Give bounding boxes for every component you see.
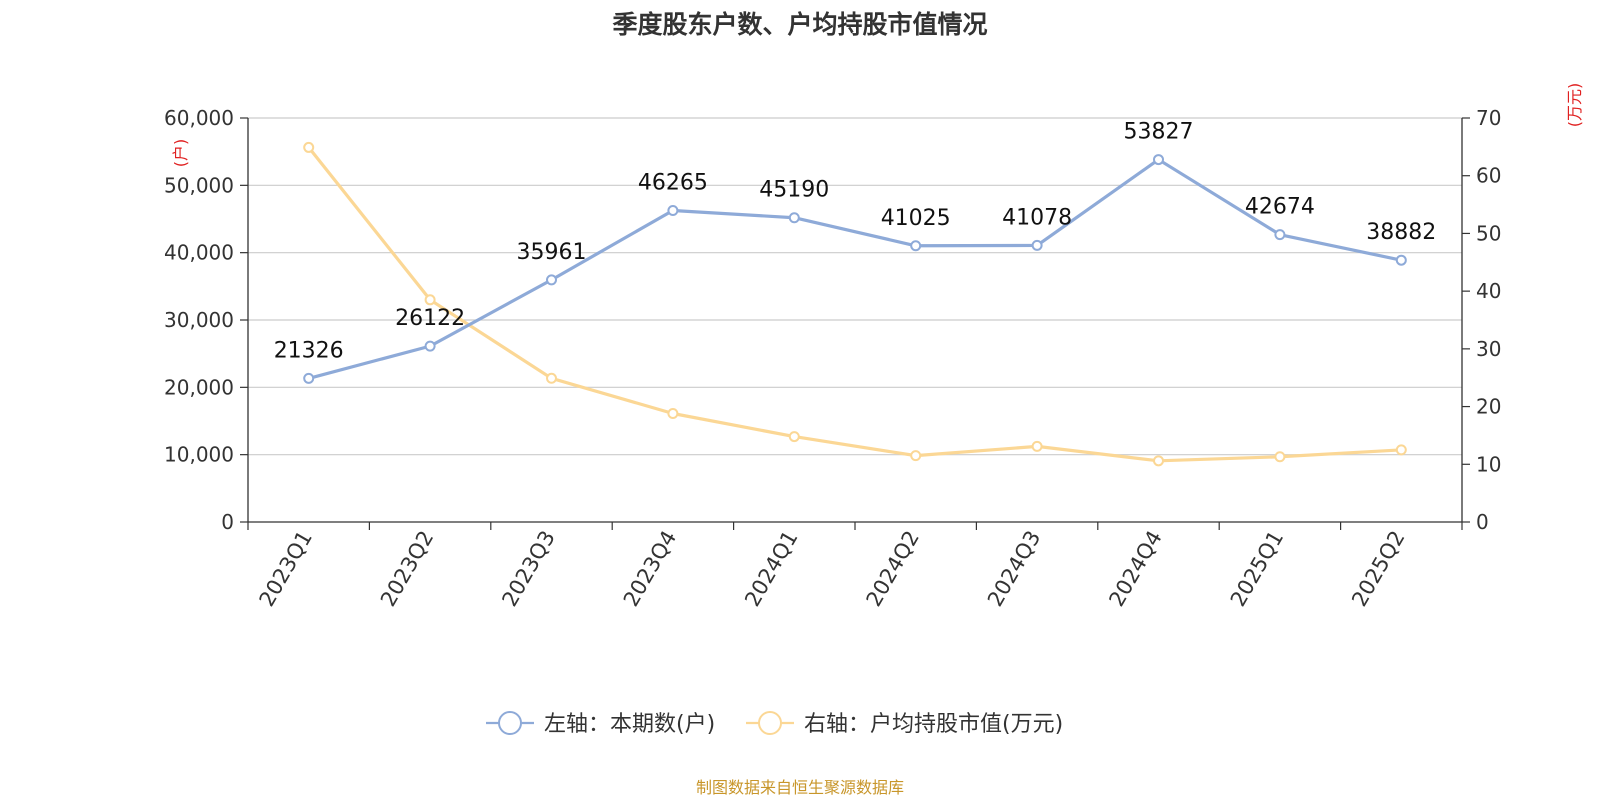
legend-marker-icon [758,711,782,735]
y-left-tick-label: 10,000 [164,443,234,467]
x-tick-label: 2024Q2 [862,527,924,611]
y-right-unit-label: (万元) [1565,83,1584,128]
y-left-tick-label: 30,000 [164,308,234,332]
y-right-tick-label: 70 [1476,106,1501,130]
data-point[interactable] [1395,444,1407,456]
y-left-tick-label: 40,000 [164,241,234,265]
data-point[interactable] [424,340,436,352]
data-point[interactable] [667,204,679,216]
chart-title: 季度股东户数、户均持股市值情况 [612,10,987,39]
data-label: 42674 [1245,195,1315,220]
legend-item[interactable]: 右轴：户均持股市值(万元) [746,711,1063,737]
y-right-tick-label: 0 [1476,510,1489,534]
y-left-unit-label: (户) [171,139,190,168]
data-point[interactable] [1031,239,1043,251]
x-tick-label: 2025Q2 [1347,527,1409,611]
data-label: 26122 [395,306,465,331]
x-tick-label: 2023Q1 [255,527,317,611]
data-point[interactable] [667,407,679,419]
data-point[interactable] [424,294,436,306]
y-right-tick-label: 40 [1476,279,1501,303]
data-label: 41025 [881,206,951,231]
x-tick-label: 2023Q2 [376,527,438,611]
x-tick-label: 2024Q4 [1104,527,1166,611]
y-right-tick-label: 10 [1476,452,1501,476]
legend-item[interactable]: 左轴：本期数(户) [486,711,715,737]
data-point[interactable] [1274,451,1286,463]
legend-label: 左轴：本期数(户) [544,712,715,737]
data-label: 53827 [1124,120,1194,145]
data-point[interactable] [303,372,315,384]
x-tick-label: 2024Q1 [740,527,802,611]
data-label: 21326 [274,338,344,363]
x-tick-label: 2023Q4 [619,527,681,611]
y-left-tick-label: 20,000 [164,375,234,399]
x-tick-label: 2023Q3 [497,527,559,611]
data-point[interactable] [1395,254,1407,266]
data-point[interactable] [1274,229,1286,241]
legend-label: 右轴：户均持股市值(万元) [804,712,1063,737]
data-point[interactable] [910,240,922,252]
y-right-tick-label: 20 [1476,395,1501,419]
legend-marker-icon [498,711,522,735]
y-right-tick-label: 50 [1476,221,1501,245]
x-tick-label: 2025Q1 [1226,527,1288,611]
data-point[interactable] [788,431,800,443]
series-left [303,154,1407,384]
series-line-left [308,157,1402,380]
y-right-tick-label: 30 [1476,337,1501,361]
data-point[interactable] [546,274,557,286]
source-note: 制图数据来自恒生聚源数据库 [696,778,904,797]
data-point[interactable] [546,372,557,384]
data-point[interactable] [303,141,315,153]
data-label: 46265 [638,170,708,195]
y-left-tick-label: 50,000 [164,173,234,197]
data-point[interactable] [1153,455,1164,467]
data-label: 38882 [1366,220,1436,245]
data-label: 41078 [1002,205,1072,230]
data-point[interactable] [788,212,800,224]
y-left-tick-label: 60,000 [164,106,234,130]
data-label: 45190 [759,178,829,203]
y-right-tick-label: 60 [1476,164,1501,188]
series-right [303,141,1407,467]
data-point[interactable] [1153,154,1164,166]
y-left-tick-label: 0 [221,510,234,534]
series-line-right [307,146,1402,463]
data-point[interactable] [910,450,922,462]
legend[interactable]: 左轴：本期数(户) 右轴：户均持股市值(万元) [486,711,1063,737]
data-labels: 21326 26122 35961 46265 45190 41025 41078 53827… [274,120,1437,364]
grid-lines [248,117,1462,456]
data-point[interactable] [1031,440,1043,452]
x-tick-label: 2024Q3 [983,527,1045,611]
series-layer [303,141,1407,467]
data-label: 35961 [517,240,587,265]
axes: 0 10,000 20,000 30,000 40,000 50,000 60,000 0 10… [164,83,1584,611]
